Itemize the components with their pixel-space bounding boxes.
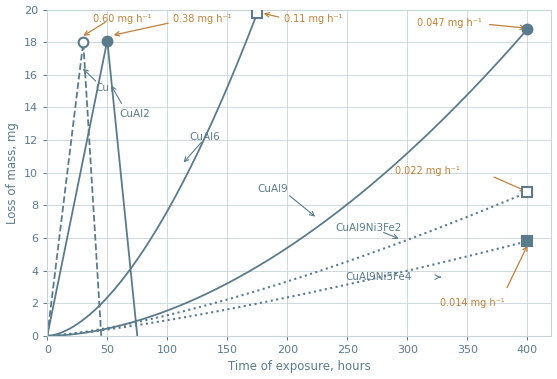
Text: CuAl9Ni5Fe4: CuAl9Ni5Fe4 xyxy=(345,272,412,282)
Text: 0.38 mg h⁻¹: 0.38 mg h⁻¹ xyxy=(173,14,232,24)
Text: Cu: Cu xyxy=(95,83,109,93)
Text: CuAl2: CuAl2 xyxy=(119,109,150,119)
Text: 0.014 mg h⁻¹: 0.014 mg h⁻¹ xyxy=(440,298,505,308)
X-axis label: Time of exposure, hours: Time of exposure, hours xyxy=(228,360,371,373)
Text: 0.11 mg h⁻¹: 0.11 mg h⁻¹ xyxy=(284,14,342,24)
Text: CuAl9Ni3Fe2: CuAl9Ni3Fe2 xyxy=(335,223,402,233)
Text: 0.047 mg h⁻¹: 0.047 mg h⁻¹ xyxy=(417,17,482,28)
Text: CuAl9: CuAl9 xyxy=(257,184,288,194)
Text: 0.60 mg h⁻¹: 0.60 mg h⁻¹ xyxy=(93,14,152,24)
Text: 0.022 mg h⁻¹: 0.022 mg h⁻¹ xyxy=(395,166,460,176)
Text: CuAl6: CuAl6 xyxy=(189,132,219,142)
Y-axis label: Loss of mass, mg: Loss of mass, mg xyxy=(6,122,18,224)
